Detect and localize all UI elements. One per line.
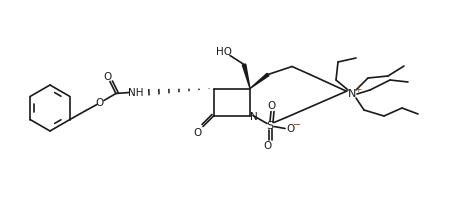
Text: HO: HO	[216, 47, 231, 56]
Text: NH: NH	[128, 88, 143, 97]
Text: −: −	[292, 119, 300, 129]
Text: S: S	[266, 121, 273, 131]
Text: O: O	[267, 101, 276, 110]
Polygon shape	[249, 73, 268, 88]
Text: O: O	[286, 123, 295, 134]
Text: +: +	[354, 84, 361, 93]
Polygon shape	[242, 64, 249, 88]
Text: O: O	[193, 127, 202, 138]
Text: N: N	[347, 89, 355, 99]
Text: N: N	[249, 112, 258, 121]
Text: O: O	[104, 71, 112, 82]
Text: O: O	[96, 97, 104, 108]
Text: O: O	[263, 140, 272, 151]
